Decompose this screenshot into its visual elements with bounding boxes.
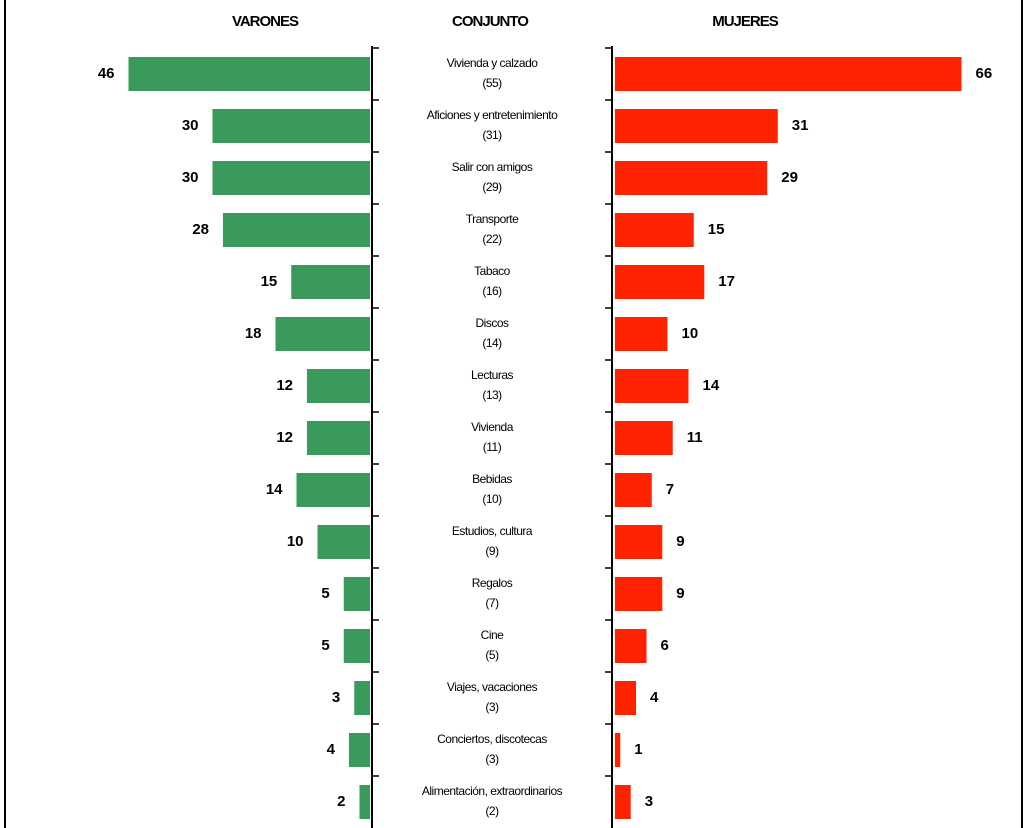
value-label: 18	[245, 325, 262, 342]
category-label: Tabaco	[474, 264, 511, 278]
value-label: 14	[703, 377, 720, 394]
value-label: 30	[182, 169, 199, 186]
category-label: Vivienda	[471, 420, 514, 434]
value-label: 17	[718, 273, 735, 290]
value-label: 14	[266, 481, 283, 498]
bar-men	[128, 57, 370, 91]
value-label: 1	[634, 741, 642, 758]
total-label: (9)	[485, 544, 499, 558]
header-total: CONJUNTO	[452, 13, 529, 30]
total-label: (14)	[482, 336, 502, 350]
bar-men	[359, 785, 370, 819]
value-label: 4	[327, 741, 336, 758]
total-label: (3)	[485, 752, 499, 766]
header-men: VARONES	[232, 13, 299, 30]
bar-women	[615, 629, 647, 663]
category-label: Alimentación, extraordinarios	[422, 784, 563, 798]
bar-men	[343, 629, 370, 663]
category-label: Estudios, cultura	[452, 524, 533, 538]
total-label: (22)	[482, 232, 502, 246]
value-label: 3	[645, 793, 653, 810]
bar-men	[349, 733, 370, 767]
bar-women	[615, 161, 768, 195]
bar-women	[615, 785, 631, 819]
category-label: Lecturas	[471, 368, 514, 382]
bar-men	[275, 317, 370, 351]
bar-women	[615, 421, 673, 455]
category-label: Bebidas	[472, 472, 512, 486]
value-label: 31	[792, 117, 809, 134]
bar-women	[615, 57, 962, 91]
value-label: 10	[287, 533, 304, 550]
header-women: MUJERES	[712, 13, 779, 30]
value-label: 9	[676, 533, 684, 550]
bar-women	[615, 265, 705, 299]
total-label: (29)	[482, 180, 502, 194]
total-label: (7)	[485, 596, 499, 610]
total-label: (55)	[482, 76, 502, 90]
value-label: 10	[682, 325, 699, 342]
bar-men	[354, 681, 370, 715]
bar-women	[615, 213, 694, 247]
value-label: 5	[321, 585, 329, 602]
bar-women	[615, 733, 621, 767]
bar-men	[307, 421, 370, 455]
bar-men	[212, 109, 370, 143]
bar-women	[615, 317, 668, 351]
value-label: 15	[708, 221, 725, 238]
bar-women	[615, 473, 652, 507]
value-label: 11	[687, 429, 703, 446]
bar-men	[343, 577, 370, 611]
total-label: (16)	[482, 284, 502, 298]
value-label: 5	[321, 637, 329, 654]
total-label: (10)	[482, 492, 502, 506]
value-label: 30	[182, 117, 199, 134]
category-label: Cine	[481, 628, 505, 642]
bar-women	[615, 577, 663, 611]
bar-women	[615, 369, 689, 403]
bar-women	[615, 109, 778, 143]
bar-men	[317, 525, 370, 559]
total-label: (31)	[482, 128, 502, 142]
category-label: Viajes, vacaciones	[447, 680, 538, 694]
bar-women	[615, 525, 663, 559]
category-label: Regalos	[472, 576, 513, 590]
category-label: Transporte	[466, 212, 519, 226]
value-label: 7	[666, 481, 674, 498]
value-label: 66	[976, 65, 993, 82]
category-label: Discos	[475, 316, 509, 330]
value-label: 12	[276, 377, 293, 394]
value-label: 15	[261, 273, 278, 290]
category-label: Salir con amigos	[452, 160, 533, 174]
category-label: Aficiones y entretenimiento	[427, 108, 558, 122]
value-label: 9	[676, 585, 684, 602]
value-label: 46	[98, 65, 115, 82]
value-label: 3	[332, 689, 340, 706]
value-label: 28	[192, 221, 209, 238]
bar-men	[223, 213, 370, 247]
bar-men	[307, 369, 370, 403]
bar-men	[291, 265, 370, 299]
total-label: (5)	[485, 648, 499, 662]
category-label: Conciertos, discotecas	[437, 732, 547, 746]
total-label: (11)	[483, 440, 502, 454]
bar-men	[212, 161, 370, 195]
value-label: 29	[781, 169, 798, 186]
value-label: 4	[650, 689, 659, 706]
total-label: (13)	[482, 388, 502, 402]
bar-women	[615, 681, 636, 715]
category-label: Vivienda y calzado	[447, 56, 539, 70]
value-label: 2	[337, 793, 345, 810]
value-label: 6	[661, 637, 669, 654]
value-label: 12	[276, 429, 293, 446]
bar-men	[296, 473, 370, 507]
total-label: (3)	[485, 700, 499, 714]
total-label: (2)	[485, 804, 499, 818]
